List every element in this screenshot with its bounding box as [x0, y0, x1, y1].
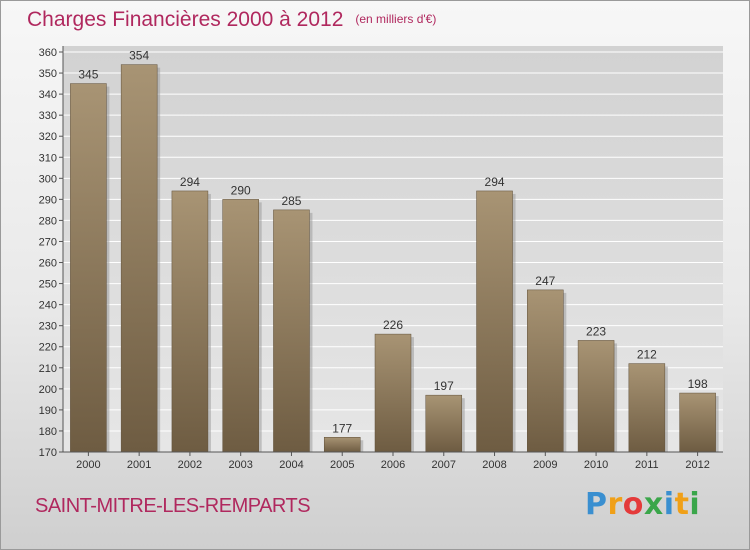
value-label-2005: 177: [332, 421, 352, 435]
logo-letter: r: [607, 487, 623, 522]
chart-title: Charges Financières 2000 à 2012 (en milli…: [27, 8, 436, 32]
bar-2009: [527, 289, 564, 453]
y-axis: 170 180 190 200 210 220 230 240 250 260 270 280 290 3…: [39, 46, 64, 459]
y-tick-label: 230: [39, 321, 57, 333]
y-tick-label: 270: [39, 236, 57, 248]
x-axis: 2000 2001 2002 2003 2004 2005 2006 2007 2008 2009…: [63, 451, 723, 471]
value-label-2003: 290: [231, 183, 251, 197]
x-tick-label-2000: 2000: [76, 459, 100, 471]
x-tick-label-2009: 2009: [533, 459, 557, 471]
value-label-2009: 247: [535, 274, 555, 288]
bar-2006: [374, 333, 412, 453]
y-tick-label: 330: [39, 110, 57, 122]
bar-2012: [679, 392, 716, 453]
y-tick-label: 290: [39, 194, 57, 206]
y-tick-label: 300: [39, 173, 57, 185]
x-tick-label-2012: 2012: [685, 459, 709, 471]
bar-2000: [70, 83, 107, 453]
logo-letter: x: [643, 487, 664, 522]
logo-letter: o: [622, 487, 644, 522]
bar-2004: [273, 209, 310, 453]
y-tick-label: 250: [39, 279, 57, 291]
bar-2008: [476, 190, 513, 453]
commune-name: SAINT-MITRE-LES-REMPARTS: [35, 495, 311, 517]
y-tick-label: 180: [39, 426, 57, 438]
bar-2003: [222, 199, 259, 453]
y-tick-label: 360: [39, 47, 57, 59]
y-tick-label: 170: [39, 447, 57, 459]
y-tick-label: 320: [39, 131, 57, 143]
bar-2001: [120, 64, 158, 453]
bar-2002: [171, 190, 209, 453]
y-tick-label: 260: [39, 258, 57, 270]
proxiti-logo: Proxiti: [585, 487, 700, 522]
x-tick-label-2007: 2007: [432, 459, 456, 471]
y-tick-label: 310: [39, 152, 57, 164]
logo-letter: t: [674, 487, 690, 522]
value-label-2008: 294: [485, 175, 505, 189]
y-tick-label: 240: [39, 300, 57, 312]
value-label-2006: 226: [383, 318, 403, 332]
y-tick-label: 280: [39, 215, 57, 227]
x-tick-label-2001: 2001: [127, 459, 151, 471]
value-label-2000: 345: [78, 68, 98, 82]
y-tick-label: 190: [39, 405, 57, 417]
chart-subtitle: (en milliers d'€): [355, 12, 437, 26]
value-label-2007: 197: [434, 379, 454, 393]
value-label-2001: 354: [129, 49, 149, 63]
y-tick-label: 340: [39, 89, 57, 101]
x-tick-label-2010: 2010: [584, 459, 608, 471]
value-label-2002: 294: [180, 175, 200, 189]
bar-2011: [628, 363, 666, 453]
x-tick-label-2006: 2006: [381, 459, 405, 471]
value-label-2004: 285: [281, 194, 301, 208]
logo-letter: i: [663, 487, 675, 522]
y-tick-label: 350: [39, 68, 57, 80]
x-tick-label-2004: 2004: [279, 459, 303, 471]
bar-2005: [323, 437, 361, 453]
x-tick-label-2002: 2002: [178, 459, 202, 471]
chart-title-text: Charges Financières 2000 à 2012: [27, 8, 344, 31]
value-labels: 345 354 294 290 285 177 226 197 294 247 223 212 198: [78, 49, 708, 436]
x-tick-label-2011: 2011: [635, 459, 659, 471]
value-label-2012: 198: [688, 377, 708, 391]
value-label-2011: 212: [637, 348, 657, 362]
x-tick-label-2005: 2005: [330, 459, 354, 471]
bar-2007: [425, 394, 463, 453]
bars: [70, 64, 719, 453]
logo-letter: i: [689, 487, 701, 522]
y-tick-label: 220: [39, 342, 57, 354]
x-tick-label-2008: 2008: [482, 459, 506, 471]
x-tick-label-2003: 2003: [228, 459, 252, 471]
y-tick-label: 210: [39, 363, 57, 375]
value-label-2010: 223: [586, 324, 606, 338]
bar-2010: [577, 340, 615, 453]
logo-letter: P: [585, 487, 608, 522]
y-tick-label: 200: [39, 384, 57, 396]
